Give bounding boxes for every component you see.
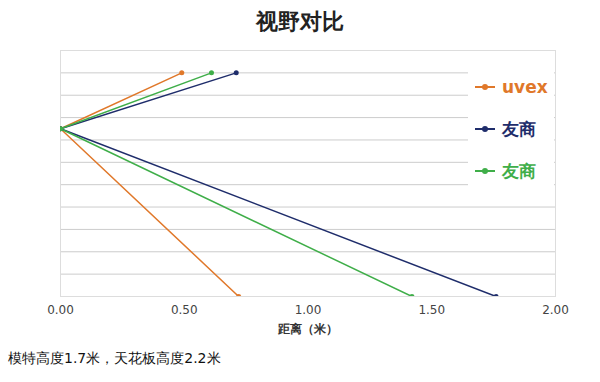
svg-text:1.00: 1.00: [295, 303, 322, 317]
svg-text:距离（米）: 距离（米）: [277, 322, 338, 336]
svg-text:1.50: 1.50: [418, 303, 445, 317]
svg-text:2.00: 2.00: [542, 303, 569, 317]
html-text:友商: 友商: [502, 118, 536, 139]
html-text:模特高度1.7米，天花板高度2.2米: 模特高度1.7米，天花板高度2.2米: [8, 350, 221, 366]
html-text:视野对比: 视野对比: [256, 9, 344, 34]
svg-text:0.00: 0.00: [47, 303, 74, 317]
html-text:友商: 友商: [502, 160, 536, 181]
svg-text:0.50: 0.50: [171, 303, 198, 317]
html-text:uvex: uvex: [502, 77, 548, 97]
